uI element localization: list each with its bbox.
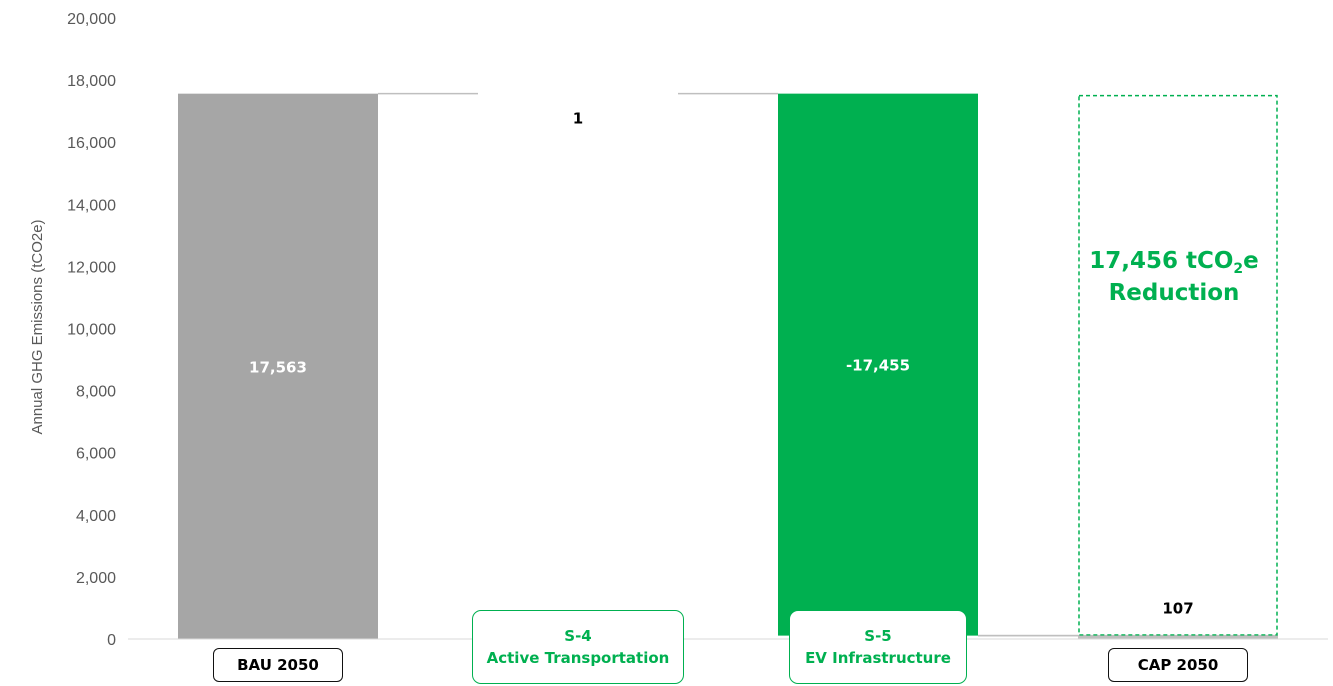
category-label-line: S-5 <box>864 627 892 645</box>
y-tick-label: 18,000 <box>67 73 116 90</box>
reduction-subscript: 2 <box>1233 261 1244 277</box>
reduction-callout: 17,456 tCO2e Reduction <box>1070 245 1278 309</box>
y-tick-label: 0 <box>107 632 116 649</box>
y-axis: 0 2,000 4,000 6,000 8,000 10,000 12,000 14,000 1… <box>67 11 116 649</box>
value-labels: 17,563 1 -17,455 107 <box>249 110 1194 618</box>
category-label-line: CAP 2050 <box>1137 656 1219 674</box>
y-tick-label: 12,000 <box>67 259 116 276</box>
data-label: -17,455 <box>846 357 910 375</box>
category-label-line: S-4 <box>564 627 592 645</box>
y-tick-label: 4,000 <box>76 508 116 525</box>
category-label-line: Active Transportation <box>486 649 670 667</box>
bars <box>178 93 1278 640</box>
y-tick-label: 16,000 <box>67 135 116 152</box>
y-tick-label: 2,000 <box>76 570 116 587</box>
y-tick-label: 20,000 <box>67 11 116 28</box>
target-outline <box>1078 94 1278 636</box>
category-label: CAP 2050 <box>1108 648 1248 682</box>
reduction-suffix: e <box>1243 248 1259 274</box>
y-axis-title: Annual GHG Emissions (tCO2e) <box>29 219 46 434</box>
reduction-callout-line1: 17,456 tCO2e <box>1070 245 1278 277</box>
bar <box>1078 635 1278 639</box>
bar <box>778 93 978 636</box>
data-label: 17,563 <box>249 358 307 376</box>
y-tick-label: 10,000 <box>67 322 116 339</box>
category-label-line: BAU 2050 <box>237 656 319 674</box>
category-label: S-5 EV Infrastructure <box>789 610 967 684</box>
reduction-value: 17,456 tCO <box>1089 248 1234 274</box>
bar <box>478 93 678 95</box>
bar <box>178 93 378 640</box>
y-tick-label: 14,000 <box>67 197 116 214</box>
y-tick-label: 8,000 <box>76 384 116 401</box>
category-label: S-4 Active Transportation <box>472 610 684 684</box>
data-label: 107 <box>1162 600 1193 618</box>
y-tick-label: 6,000 <box>76 446 116 463</box>
category-label-line: EV Infrastructure <box>805 649 951 667</box>
category-label: BAU 2050 <box>213 648 343 682</box>
reduction-callout-line2: Reduction <box>1108 280 1240 306</box>
data-label: 1 <box>573 110 583 128</box>
